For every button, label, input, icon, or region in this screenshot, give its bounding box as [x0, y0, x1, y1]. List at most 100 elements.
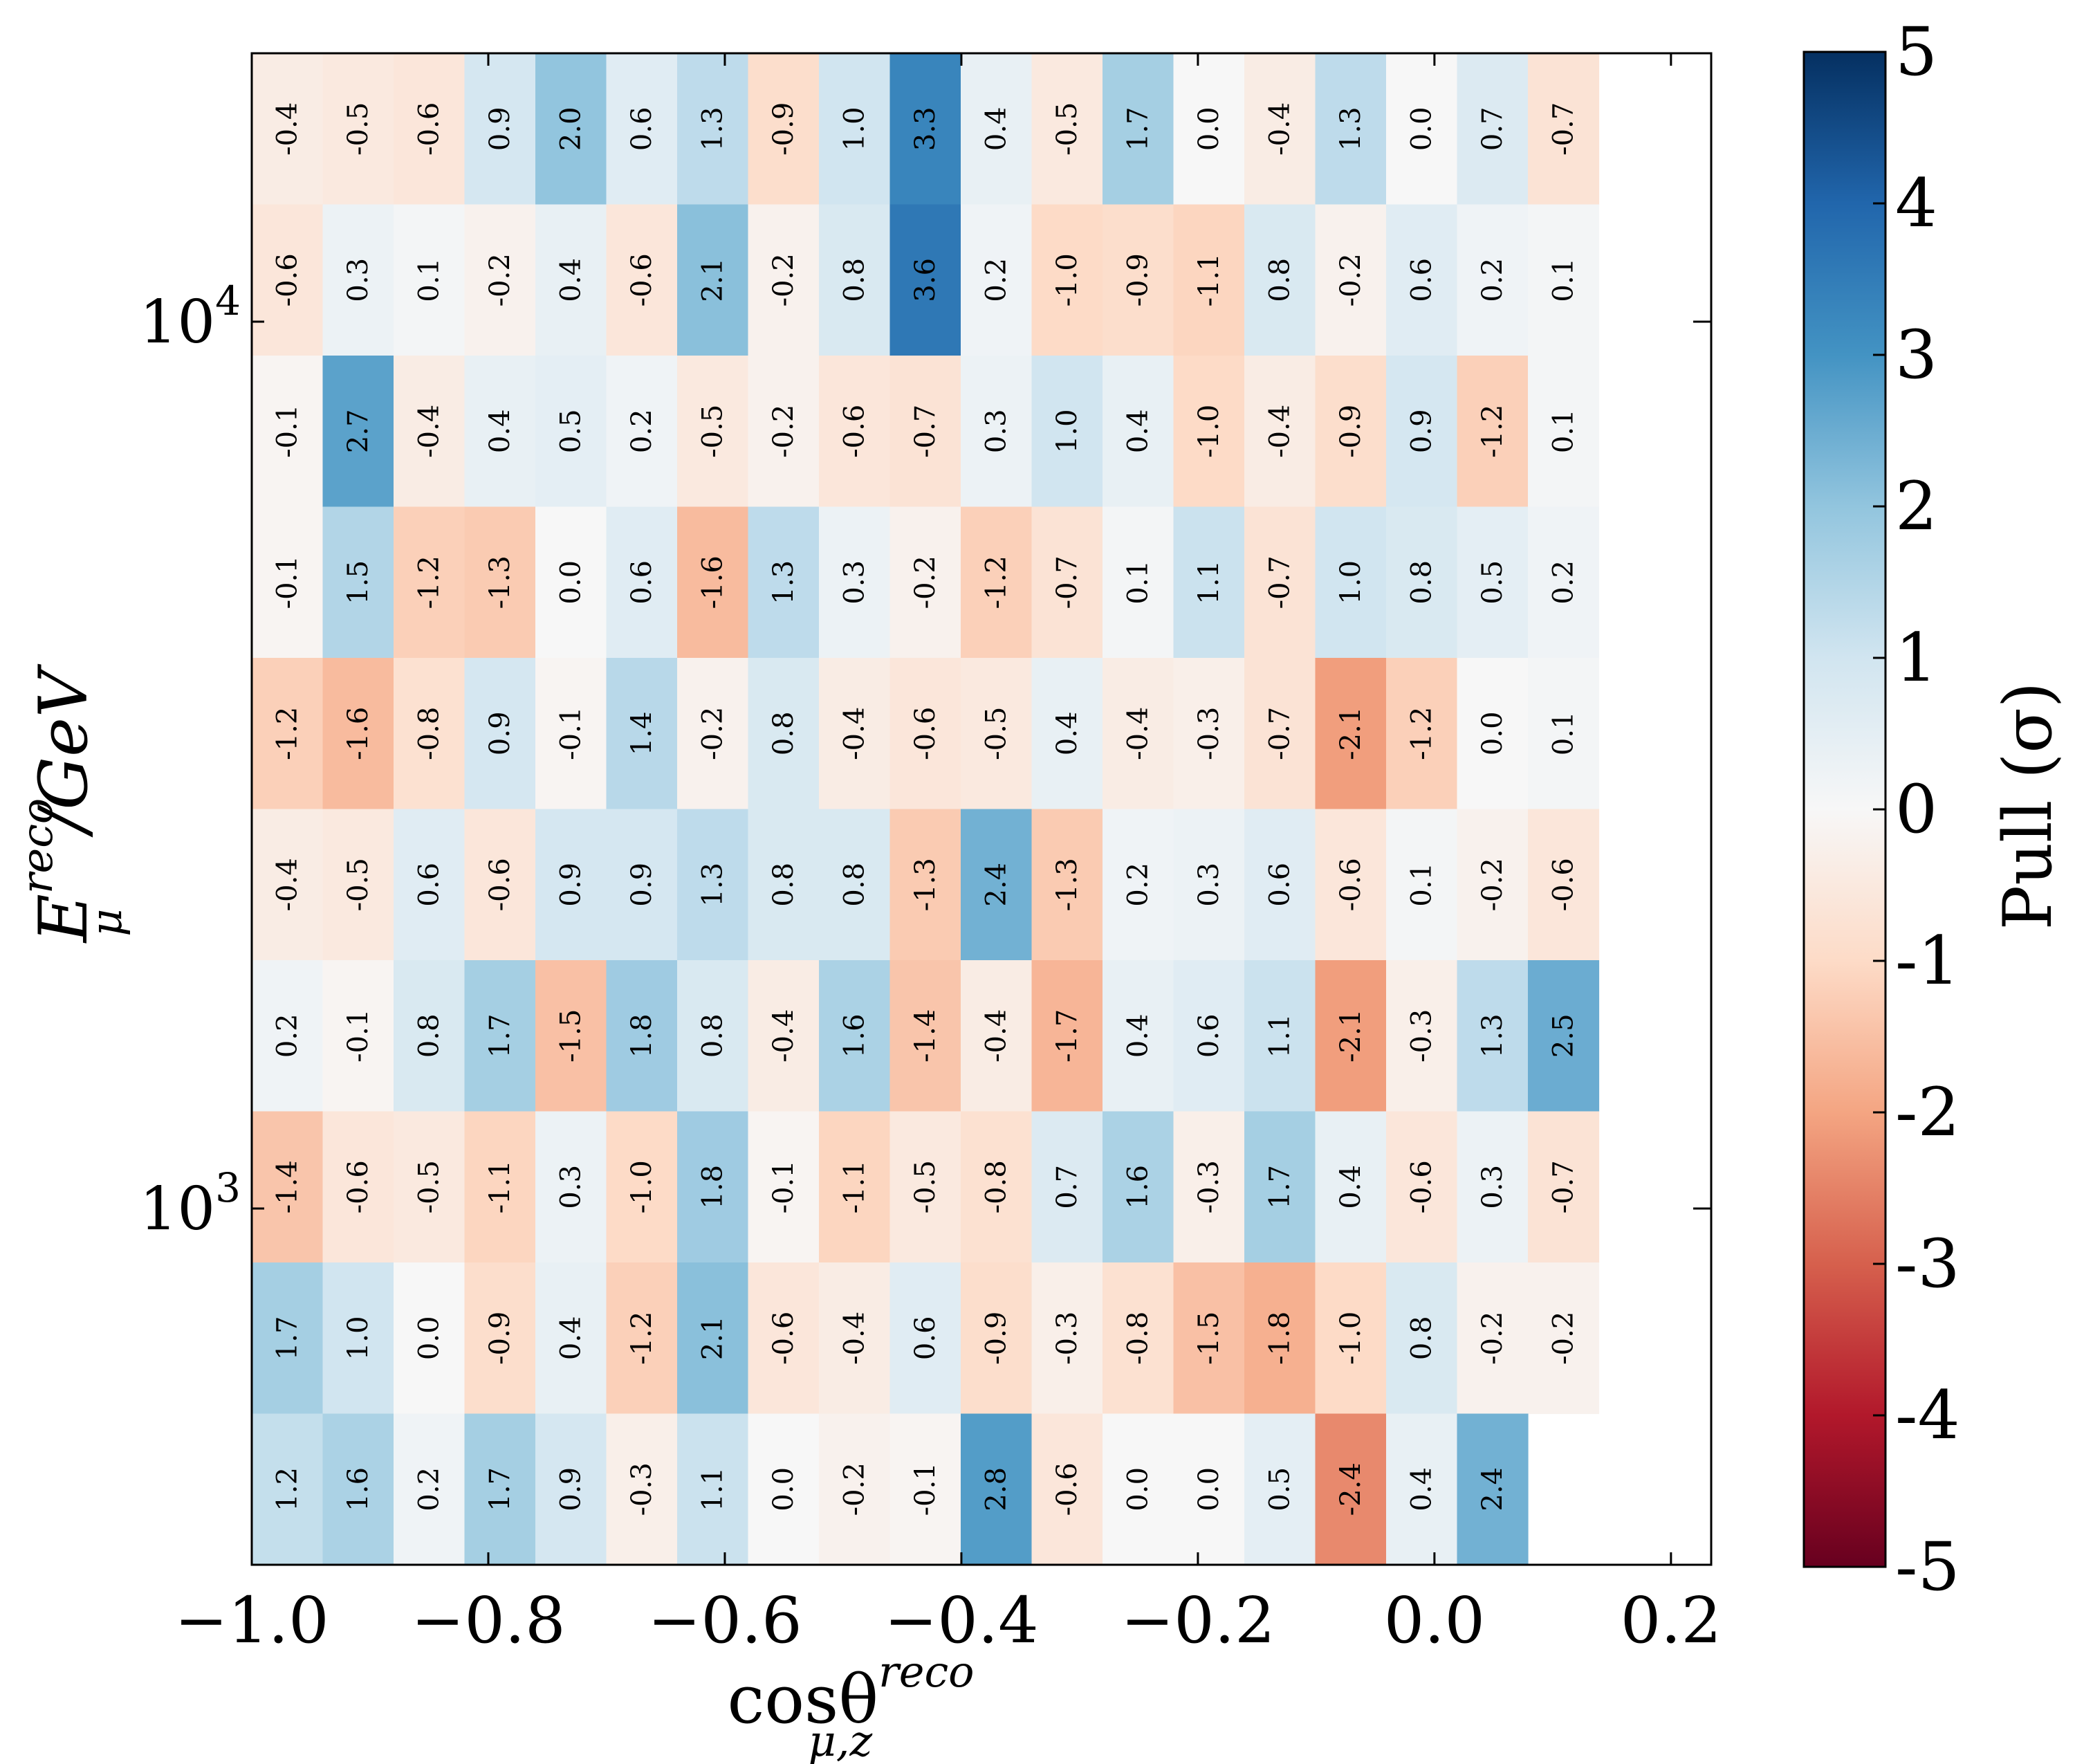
cell-value-label: -0.9: [1335, 405, 1367, 458]
heatmap-cell: [252, 1413, 324, 1565]
heatmap-cell: [252, 960, 324, 1112]
heatmap-cell: [535, 1111, 607, 1263]
cell-value-label: 1.3: [768, 560, 800, 605]
cell-value-label: 0.8: [1405, 1316, 1437, 1360]
heatmap-cell: [819, 1262, 891, 1415]
cell-value-label: -0.6: [1547, 858, 1579, 911]
heatmap-cell: [1103, 658, 1174, 810]
heatmap-cell: [889, 809, 961, 961]
cell-value-label: 0.6: [1264, 863, 1295, 907]
heatmap-cell: [1315, 960, 1387, 1112]
heatmap-cell: [1315, 53, 1387, 205]
cell-value-label: -0.1: [768, 1160, 800, 1213]
cell-value-label: 0.8: [413, 1013, 445, 1058]
heatmap-cell: [1173, 1111, 1245, 1263]
cell-value-label: 1.8: [697, 1165, 728, 1209]
cell-value-label: 2.7: [342, 409, 374, 453]
cell-value-label: -1.6: [342, 707, 374, 760]
cell-value-label: 0.4: [1122, 409, 1154, 453]
colorbar-tick-label: -5: [1895, 1528, 1960, 1606]
heatmap-cell: [1031, 658, 1103, 810]
cell-value-label: 2.1: [697, 1316, 728, 1360]
cell-value-label: -0.6: [1405, 1160, 1437, 1213]
cell-value-label: -0.6: [413, 102, 445, 156]
heatmap-cell: [394, 356, 465, 508]
heatmap-cell: [961, 960, 1033, 1112]
cell-value-label: 1.2: [271, 1467, 303, 1512]
heatmap-cell: [961, 1413, 1033, 1565]
heatmap-cell: [1173, 1413, 1245, 1565]
heatmap-cell: [1457, 1111, 1529, 1263]
cell-value-label: 0.9: [626, 863, 658, 907]
cell-value-label: -0.1: [910, 1462, 941, 1516]
cell-value-label: 0.7: [1477, 107, 1509, 151]
heatmap-cell: [748, 506, 820, 659]
cell-value-label: -1.2: [980, 555, 1012, 609]
heatmap-cell: [748, 204, 820, 356]
cell-value-label: -1.4: [910, 1009, 941, 1063]
cell-value-label: 0.3: [1193, 863, 1225, 907]
heatmap-cell: [1031, 1111, 1103, 1263]
cell-value-label: -0.7: [1051, 555, 1083, 609]
heatmap-cell: [819, 506, 891, 659]
cell-value-label: -0.5: [342, 858, 374, 911]
heatmap-cell: [819, 1111, 891, 1263]
x-axis-title: cosθreco μ,z: [727, 1646, 974, 1764]
cell-value-label: -0.9: [980, 1312, 1012, 1365]
cell-value-label: -0.5: [413, 1160, 445, 1213]
cell-value-label: 0.4: [1051, 711, 1083, 755]
cell-value-label: -0.5: [342, 102, 374, 156]
heatmap-cell: [1457, 204, 1529, 356]
heatmap-cell: [322, 809, 394, 961]
cell-value-label: -1.2: [413, 555, 445, 609]
cell-value-label: 0.6: [626, 560, 658, 605]
heatmap-cell: [889, 204, 961, 356]
cell-value-label: -0.2: [910, 555, 941, 609]
heatmap-cell: [1315, 809, 1387, 961]
heatmap-cell: [748, 1262, 820, 1415]
cell-value-label: 0.9: [1405, 409, 1437, 453]
colorbar-title: Pull (σ): [1989, 682, 2067, 930]
heatmap-cell: [889, 506, 961, 659]
cell-value-label: -1.5: [1193, 1312, 1225, 1365]
heatmap-cell: [1386, 809, 1458, 961]
heatmap-cell: [252, 204, 324, 356]
heatmap-cell: [677, 1111, 749, 1263]
heatmap-cell: [1244, 1262, 1316, 1415]
colorbar-tick-label: 0: [1895, 771, 1937, 848]
cell-value-label: -1.5: [555, 1009, 587, 1063]
cell-value-label: 3.6: [910, 258, 941, 302]
cell-value-label: 0.6: [626, 107, 658, 151]
heatmap-cell: [464, 204, 536, 356]
x-tick-label: −0.4: [884, 1583, 1038, 1657]
heatmap-cell: [1528, 809, 1600, 961]
cell-value-label: -0.6: [626, 253, 658, 306]
cell-value-label: -0.1: [342, 1009, 374, 1063]
heatmap-cell: [819, 658, 891, 810]
heatmap-cell: [677, 356, 749, 508]
cell-value-label: -0.4: [1122, 707, 1154, 760]
cell-value-label: 0.0: [1477, 711, 1509, 755]
cell-value-label: -0.4: [413, 405, 445, 458]
heatmap-cell: [1173, 53, 1245, 205]
colorbar-tick-label: -2: [1895, 1074, 1960, 1151]
colorbar-tick-label: 5: [1895, 13, 1937, 91]
cell-value-label: -0.3: [1405, 1009, 1437, 1063]
y-tick-label: 104: [140, 277, 241, 357]
cell-value-label: -0.7: [1264, 555, 1295, 609]
heatmap-cell: [464, 53, 536, 205]
cell-value-label: -0.6: [1051, 1462, 1083, 1516]
heatmap-cell: [1386, 1413, 1458, 1565]
cell-value-label: 0.8: [697, 1013, 728, 1058]
cell-value-label: 1.6: [1122, 1165, 1154, 1209]
cell-value-label: -0.1: [271, 405, 303, 458]
heatmap-cell: [535, 1413, 607, 1565]
cell-value-label: 0.9: [484, 107, 516, 151]
cell-value-label: 0.3: [342, 258, 374, 302]
heatmap-cell: [889, 658, 961, 810]
cell-value-label: 0.9: [555, 863, 587, 907]
cell-value-label: -0.3: [1193, 1160, 1225, 1213]
heatmap-cell: [394, 506, 465, 659]
heatmap-cell: [1386, 356, 1458, 508]
cell-value-label: 0.3: [555, 1165, 587, 1209]
